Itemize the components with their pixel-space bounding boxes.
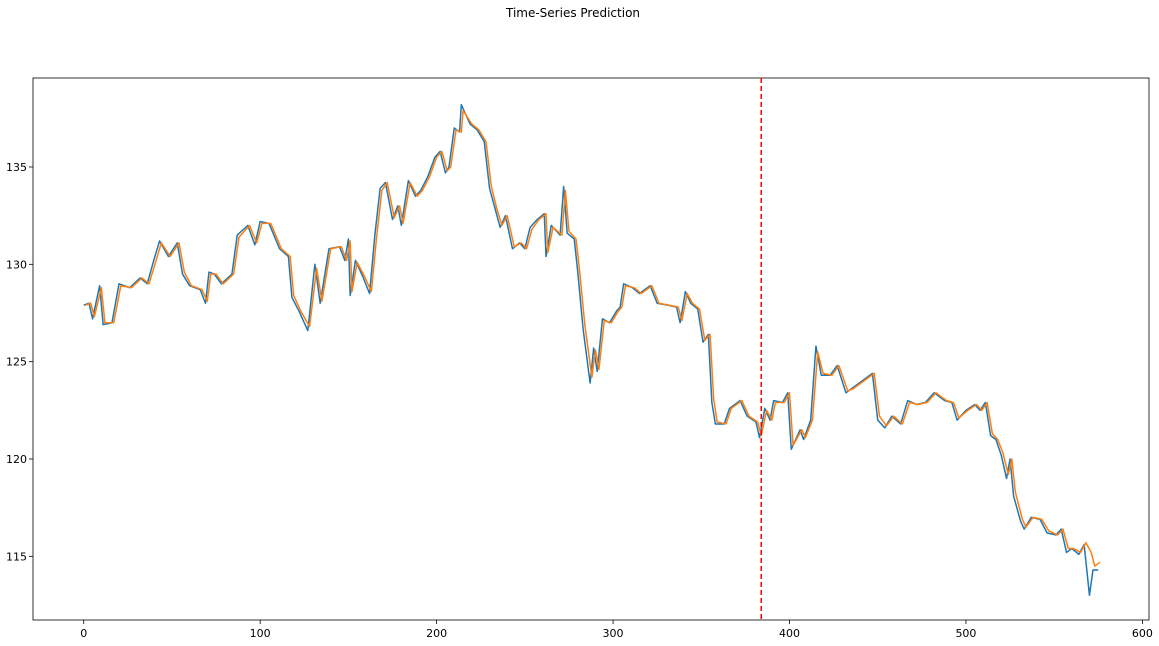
y-tick-label: 130: [6, 258, 27, 271]
x-tick-label: 200: [426, 627, 447, 640]
x-tick-label: 400: [779, 627, 800, 640]
x-tick-label: 500: [955, 627, 976, 640]
x-tick-label: 600: [1132, 627, 1153, 640]
x-tick-label: 300: [603, 627, 624, 640]
chart-title: Time-Series Prediction: [505, 6, 640, 20]
x-tick-label: 0: [80, 627, 87, 640]
y-tick-label: 125: [6, 356, 27, 369]
y-tick-label: 120: [6, 453, 27, 466]
x-tick-label: 100: [250, 627, 271, 640]
y-tick-label: 115: [6, 550, 27, 563]
axes-frame: [32, 77, 1150, 621]
y-tick-label: 135: [6, 161, 27, 174]
series-line: [85, 109, 1101, 567]
series-line: [83, 103, 1099, 597]
